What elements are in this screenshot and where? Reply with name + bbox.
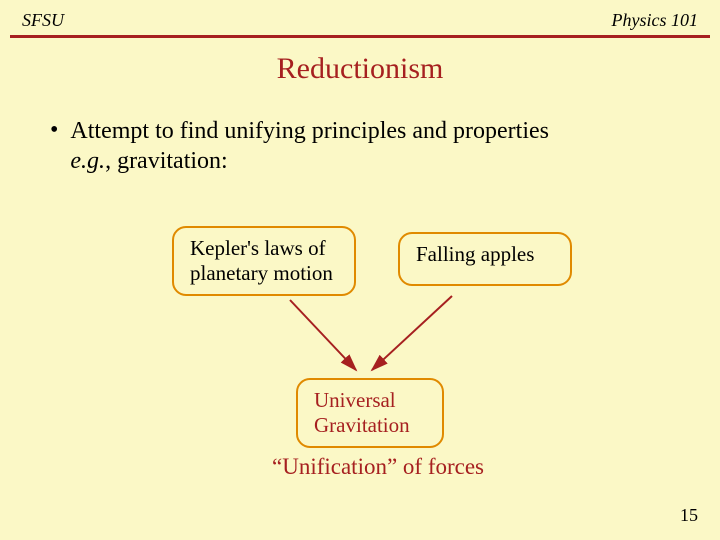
bullet-main: • Attempt to find unifying principles an… (50, 116, 680, 176)
bullet-line1: Attempt to find unifying principles and … (70, 118, 549, 144)
header-rule (10, 35, 710, 38)
bullet-line2: , gravitation: (105, 148, 228, 174)
slide-title: Reductionism (0, 52, 720, 86)
header-left: SFSU (22, 10, 64, 31)
node-kepler: Kepler's laws ofplanetary motion (172, 226, 356, 296)
header-right: Physics 101 (612, 10, 698, 31)
bullet-eg: e.g. (70, 148, 105, 174)
arrow-apples (372, 296, 452, 370)
bullet-marker: • (50, 116, 58, 145)
arrow-kepler (290, 300, 356, 370)
slide-header: SFSU Physics 101 (0, 0, 720, 35)
node-universal: UniversalGravitation (296, 378, 444, 448)
unification-caption: “Unification” of forces (272, 454, 484, 480)
node-apples: Falling apples (398, 232, 572, 286)
bullet-text: Attempt to find unifying principles and … (70, 116, 549, 176)
page-number: 15 (680, 505, 698, 526)
